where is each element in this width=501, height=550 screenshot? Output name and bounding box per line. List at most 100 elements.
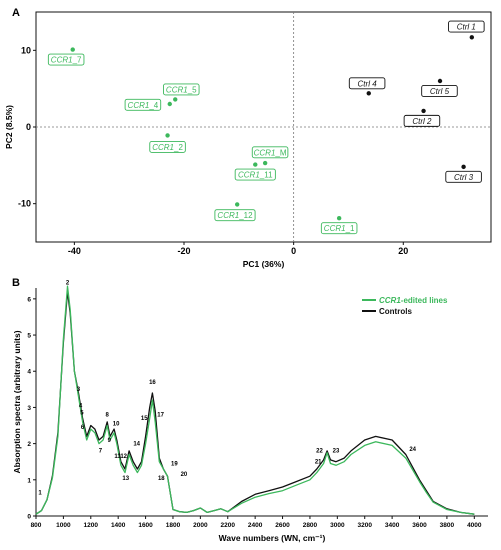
point-label-box [403, 114, 441, 127]
x-tick-label: 2400 [248, 522, 263, 529]
peak-label: 6 [81, 425, 85, 431]
peak-label: 24 [409, 447, 416, 453]
spectra-panel: B 800 1000 1200 1400 1600 1800 2000 2200 2400 260… [12, 277, 488, 543]
peak-label: 21 [315, 460, 322, 466]
peak-label: 3 [77, 387, 81, 393]
x-tick-label: 1800 [166, 522, 181, 529]
y-tick-label: 4 [27, 369, 31, 376]
x-tick-label: 1400 [111, 522, 126, 529]
x-tick-label: 2600 [275, 522, 290, 529]
y-tick-label: 2 [27, 441, 31, 448]
point-label-name: CCR1 [254, 148, 276, 157]
point-label-name: CCR1 [128, 101, 150, 110]
pca-points: CCR1_7CCR1_5CCR1_4CCR1_2CCR1_MCCR1_11CCR… [47, 20, 485, 235]
peak-label: 20 [181, 472, 188, 478]
point-label-suffix: _4 [148, 101, 158, 110]
data-point [421, 108, 426, 114]
spectrum-line [35, 285, 475, 515]
point-label-box [124, 98, 162, 111]
x-tick-label: 1000 [56, 522, 71, 529]
point-label-name: Ctrl 2 [412, 117, 432, 126]
point-label-name: CCR1 [166, 85, 188, 94]
point-label-suffix: _M [274, 148, 286, 157]
point-label-box [234, 168, 276, 181]
point-label-box [251, 146, 289, 159]
peak-label: 12 [120, 454, 127, 460]
point-label-suffix: _11 [259, 171, 273, 180]
point-label-box [421, 85, 458, 97]
point-label-name: CCR1 [324, 224, 346, 233]
point-label-suffix: _2 [173, 143, 183, 152]
point-label-box [448, 20, 485, 33]
peak-label: 16 [149, 380, 156, 386]
spectra-x-axis-label: Wave numbers (WN, cm⁻¹) [219, 533, 326, 543]
point-label: Ctrl 5 [430, 87, 450, 96]
legend: CCR1-edited lines Controls [362, 296, 448, 316]
legend-entry: Controls [379, 307, 412, 316]
x-tick-label: 2800 [303, 522, 318, 529]
point-label: Ctrl 3 [454, 173, 474, 182]
x-tick-label: 3600 [412, 522, 427, 529]
x-tick-label: 20 [398, 246, 408, 256]
point-label: CCR1_12 [217, 211, 253, 220]
point-label-box [214, 209, 256, 222]
point-label-name: Ctrl 5 [430, 87, 450, 96]
point-label-name: CCR1 [51, 56, 73, 65]
panel-label-b: B [12, 277, 20, 289]
point-label-suffix: _12 [238, 211, 253, 220]
peak-label: 23 [333, 449, 340, 455]
x-tick-label: 3000 [330, 522, 345, 529]
data-point [165, 133, 170, 138]
point-label-box [348, 77, 386, 90]
peak-label: 15 [141, 416, 148, 422]
y-tick-label: 1 [27, 477, 31, 484]
x-tick-label: 3800 [440, 522, 455, 529]
peak-label: 22 [316, 449, 323, 455]
peak-label: 10 [113, 422, 120, 428]
peak-label: 11 [114, 454, 121, 460]
legend-entry: CCR1-edited lines [379, 296, 448, 305]
data-point [70, 47, 75, 52]
y-tick-label: 0 [26, 122, 31, 132]
pca-x-axis-label: PC1 (36%) [243, 259, 285, 269]
point-label-name: CCR1 [152, 143, 174, 152]
point-label-name: CCR1 [238, 171, 260, 180]
data-point [167, 101, 172, 107]
data-point [234, 202, 240, 207]
y-tick-label: 0 [27, 514, 31, 521]
point-label: Ctrl 4 [358, 79, 378, 88]
peak-label: 9 [108, 438, 112, 444]
y-tick-label: 6 [27, 296, 31, 303]
point-label-name: Ctrl 3 [454, 173, 474, 182]
point-label-suffix: _5 [187, 85, 197, 94]
peak-label: 8 [106, 412, 110, 418]
point-label-name: CCR1 [217, 211, 239, 220]
x-tick-label: 800 [31, 522, 42, 529]
x-tick-label: -40 [68, 246, 81, 256]
peak-label: 5 [80, 411, 84, 417]
point-label-box [149, 140, 186, 153]
legend-entry-name: CCR1 [379, 296, 401, 305]
spectrum-line [35, 290, 475, 515]
data-point [336, 216, 342, 221]
legend-entry-name: Controls [379, 307, 412, 316]
point-label: Ctrl 1 [457, 23, 476, 32]
peak-label: 18 [158, 476, 165, 482]
data-point [469, 35, 475, 40]
peak-label: 13 [122, 476, 129, 482]
y-tick-label: -10 [18, 199, 31, 209]
x-tick-label: -20 [178, 246, 191, 256]
peak-label: 4 [79, 403, 83, 409]
point-label: CCR1_1 [324, 224, 355, 233]
x-tick-label: 4000 [467, 522, 482, 529]
legend-entry-suffix: -edited lines [401, 296, 448, 305]
data-point [173, 97, 178, 102]
peak-label: 19 [171, 461, 178, 467]
data-point [461, 164, 466, 170]
point-label: CCR1_2 [152, 143, 183, 152]
x-tick-label: 3200 [357, 522, 372, 529]
peak-label: 17 [157, 412, 164, 418]
